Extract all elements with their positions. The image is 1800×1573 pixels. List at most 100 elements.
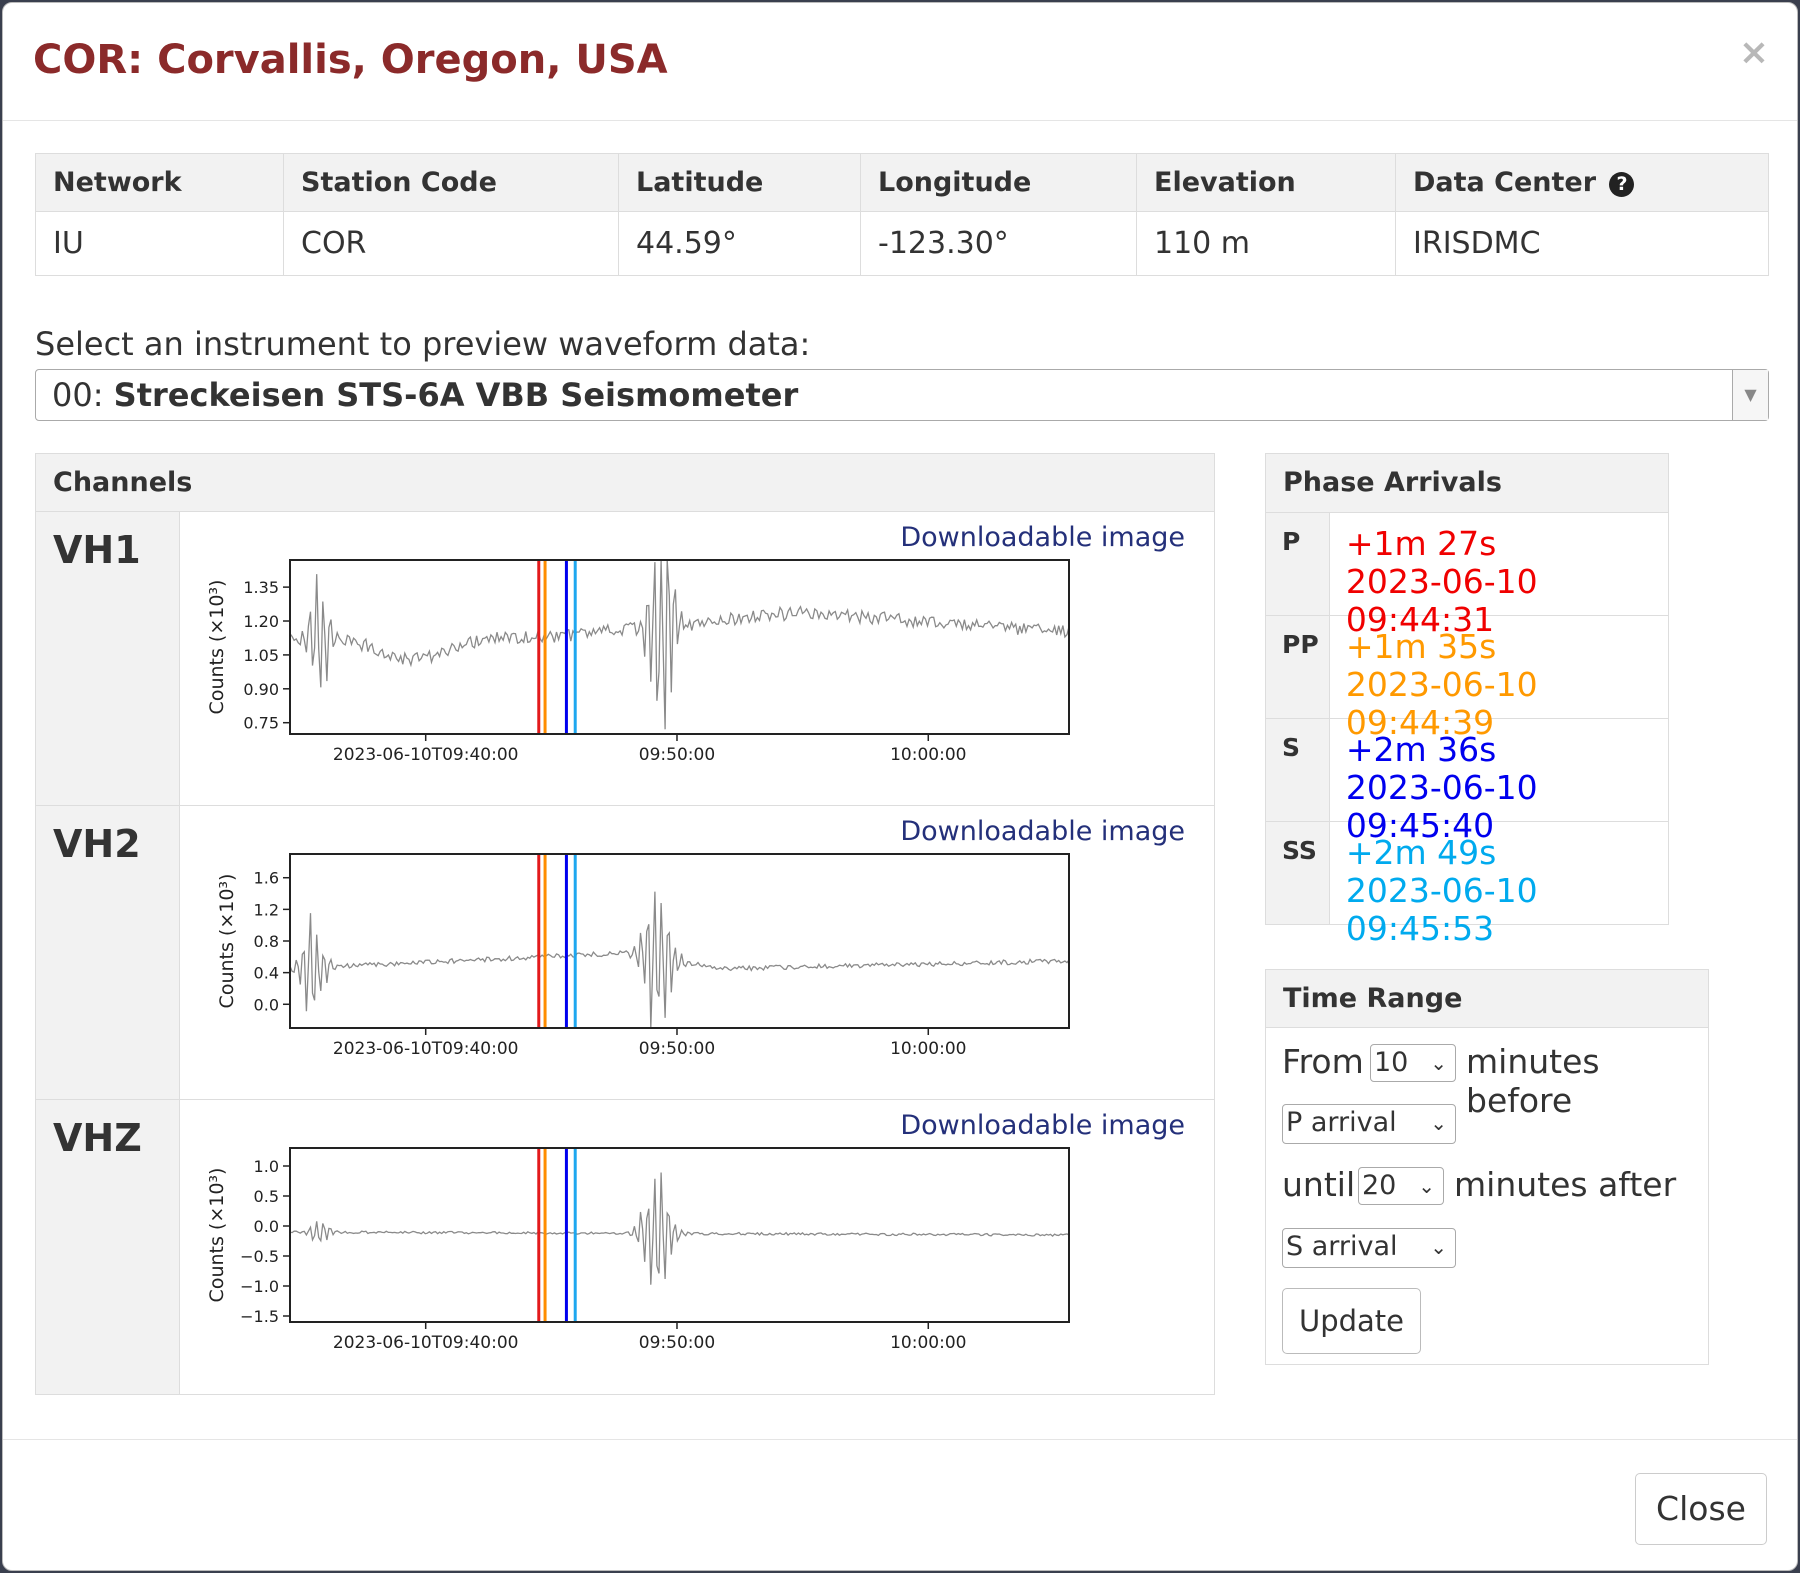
y-tick-label: 0.0 — [254, 1217, 279, 1236]
instrument-code: 00: — [52, 376, 104, 414]
phase-values: +2m 49s 2023-06-10 09:45:53 — [1330, 822, 1668, 948]
minutes-before-label: minutes before — [1466, 1042, 1600, 1120]
latitude-value: 44.59° — [618, 211, 861, 276]
x-tick-label: 2023-06-10T09:40:00 — [333, 745, 519, 765]
phase-offset: +1m 35s — [1345, 627, 1497, 666]
data-center-header: Data Center ? — [1395, 153, 1769, 212]
start-phase-select[interactable]: P arrival ⌄ — [1282, 1104, 1456, 1144]
phase-values: +1m 35s 2023-06-10 09:44:39 — [1330, 616, 1668, 742]
minutes-before-value: 10 — [1374, 1047, 1409, 1078]
update-button[interactable]: Update — [1282, 1288, 1421, 1354]
y-axis-label: Counts (×10³) — [206, 1168, 228, 1303]
channel-name: VHZ — [36, 1100, 180, 1394]
phase-row-s: S +2m 36s 2023-06-10 09:45:40 — [1266, 718, 1668, 845]
plot-frame — [289, 559, 1070, 735]
phase-values: +1m 27s 2023-06-10 09:44:31 — [1330, 513, 1668, 639]
phase-arrivals-panel: Phase Arrivals P +1m 27s 2023-06-10 09:4… — [1265, 453, 1669, 948]
time-range-panel: Time Range From 10 ⌄ minutes before P ar… — [1265, 969, 1709, 1365]
waveform-plot-vh1: 1.35 1.20 1.05 0.90 0.75 2023-06-10T09:40:00 0… — [206, 559, 1070, 765]
until-label: until — [1282, 1165, 1356, 1204]
waveform-trace — [289, 1172, 1070, 1285]
close-button[interactable]: Close — [1635, 1473, 1767, 1545]
minutes-after-label: minutes after — [1454, 1165, 1677, 1204]
y-axis-label: Counts (×10³) — [206, 580, 228, 715]
instrument-select[interactable]: 00: Streckeisen STS-6A VBB Seismometer ▼ — [35, 369, 1769, 421]
modal-header: COR: Corvallis, Oregon, USA × — [3, 3, 1797, 121]
phase-time: 2023-06-10 09:45:53 — [1345, 871, 1538, 948]
minutes-after-value: 20 — [1362, 1170, 1397, 1201]
data-center-value: IRISDMC — [1395, 211, 1769, 276]
chevron-down-icon: ⌄ — [1430, 1111, 1447, 1135]
longitude-value: -123.30° — [860, 211, 1137, 276]
waveform-trace — [289, 891, 1070, 1029]
plot-frame — [289, 1147, 1070, 1323]
phase-row-ss: SS +2m 49s 2023-06-10 09:45:53 — [1266, 821, 1668, 948]
station-table-row: IU COR 44.59° -123.30° 110 m IRISDMC — [35, 211, 1769, 276]
y-tick-label: 1.35 — [243, 578, 279, 597]
phase-offset: +1m 27s — [1345, 524, 1497, 563]
x-tick-label: 10:00:00 — [890, 1039, 966, 1059]
x-tick-label: 09:50:00 — [639, 1039, 715, 1059]
elevation-header: Elevation — [1136, 153, 1396, 212]
modal-title: COR: Corvallis, Oregon, USA — [33, 37, 668, 83]
x-tick-label: 09:50:00 — [639, 1333, 715, 1353]
x-tick-label: 09:50:00 — [639, 745, 715, 765]
longitude-header: Longitude — [860, 153, 1137, 212]
phase-time: 2023-06-10 09:45:40 — [1345, 768, 1538, 845]
dropdown-arrow-icon[interactable]: ▼ — [1732, 370, 1768, 420]
data-center-header-label: Data Center — [1413, 167, 1597, 198]
phase-time: 2023-06-10 09:44:39 — [1345, 665, 1538, 742]
station-code-value: COR — [283, 211, 619, 276]
downloadable-image-link[interactable]: Downloadable image — [900, 522, 1185, 553]
chevron-down-icon: ⌄ — [1430, 1235, 1447, 1259]
network-value: IU — [35, 211, 284, 276]
y-tick-label: 1.0 — [254, 1157, 279, 1176]
chevron-down-icon: ⌄ — [1430, 1051, 1447, 1075]
x-tick-label: 10:00:00 — [890, 745, 966, 765]
phase-name: SS — [1266, 822, 1330, 924]
phase-values: +2m 36s 2023-06-10 09:45:40 — [1330, 719, 1668, 845]
close-x-icon[interactable]: × — [1738, 32, 1769, 73]
phase-name: P — [1266, 513, 1330, 615]
y-tick-label: 1.2 — [254, 900, 279, 919]
minutes-after-select[interactable]: 20 ⌄ — [1358, 1167, 1444, 1205]
channel-name: VH2 — [36, 806, 180, 1099]
downloadable-image-link[interactable]: Downloadable image — [900, 1110, 1185, 1141]
x-tick-label: 2023-06-10T09:40:00 — [333, 1039, 519, 1059]
channel-row-vh1: VH1 Downloadable image 1.35 1.20 1.05 0.90 0… — [36, 512, 1214, 806]
y-tick-label: 0.5 — [254, 1187, 279, 1206]
end-phase-select[interactable]: S arrival ⌄ — [1282, 1228, 1456, 1268]
modal-footer-divider — [3, 1439, 1797, 1440]
plot-frame — [289, 853, 1070, 1029]
downloadable-image-link[interactable]: Downloadable image — [900, 816, 1185, 847]
channels-panel: Channels VH1 Downloadable image 1.35 1.20… — [35, 453, 1215, 1395]
instrument-select-label: Select an instrument to preview waveform… — [35, 325, 811, 363]
waveform-trace — [289, 559, 1070, 730]
y-tick-label: 1.05 — [243, 646, 279, 665]
from-label: From — [1282, 1042, 1364, 1081]
phase-arrivals-heading: Phase Arrivals — [1266, 454, 1668, 512]
y-tick-label: −1.0 — [240, 1277, 279, 1296]
y-tick-label: 1.20 — [243, 612, 279, 631]
waveform-plot-vhz: 1.0 0.5 0.0 −0.5 −1.0 −1.5 2023-06-10T09:40:00… — [206, 1147, 1070, 1353]
y-axis-label: Counts (×10³) — [216, 874, 238, 1009]
phase-row-p: P +1m 27s 2023-06-10 09:44:31 — [1266, 512, 1668, 639]
phase-offset: +2m 49s — [1345, 833, 1497, 872]
phase-offset: +2m 36s — [1345, 730, 1497, 769]
phase-time: 2023-06-10 09:44:31 — [1345, 562, 1538, 639]
y-tick-label: 0.0 — [254, 995, 279, 1014]
minutes-before-select[interactable]: 10 ⌄ — [1370, 1044, 1456, 1082]
channel-row-vh2: VH2 Downloadable image 1.6 1.2 0.8 0.4 0.0 20… — [36, 806, 1214, 1100]
channel-row-vhz: VHZ Downloadable image 1.0 0.5 0.0 −0.5 −1.0… — [36, 1100, 1214, 1394]
chevron-down-icon: ⌄ — [1418, 1174, 1435, 1198]
phase-name: PP — [1266, 616, 1330, 718]
y-tick-label: 0.90 — [243, 680, 279, 699]
station-code-header: Station Code — [283, 153, 619, 212]
question-circle-icon[interactable]: ? — [1609, 172, 1635, 197]
phase-row-pp: PP +1m 35s 2023-06-10 09:44:39 — [1266, 615, 1668, 742]
waveform-plot-vh2: 1.6 1.2 0.8 0.4 0.0 2023-06-10T09:40:00 09:50:… — [216, 853, 1070, 1059]
latitude-header: Latitude — [618, 153, 861, 212]
y-tick-label: 0.4 — [254, 964, 279, 983]
y-tick-label: 0.8 — [254, 932, 279, 951]
elevation-value: 110 m — [1136, 211, 1396, 276]
